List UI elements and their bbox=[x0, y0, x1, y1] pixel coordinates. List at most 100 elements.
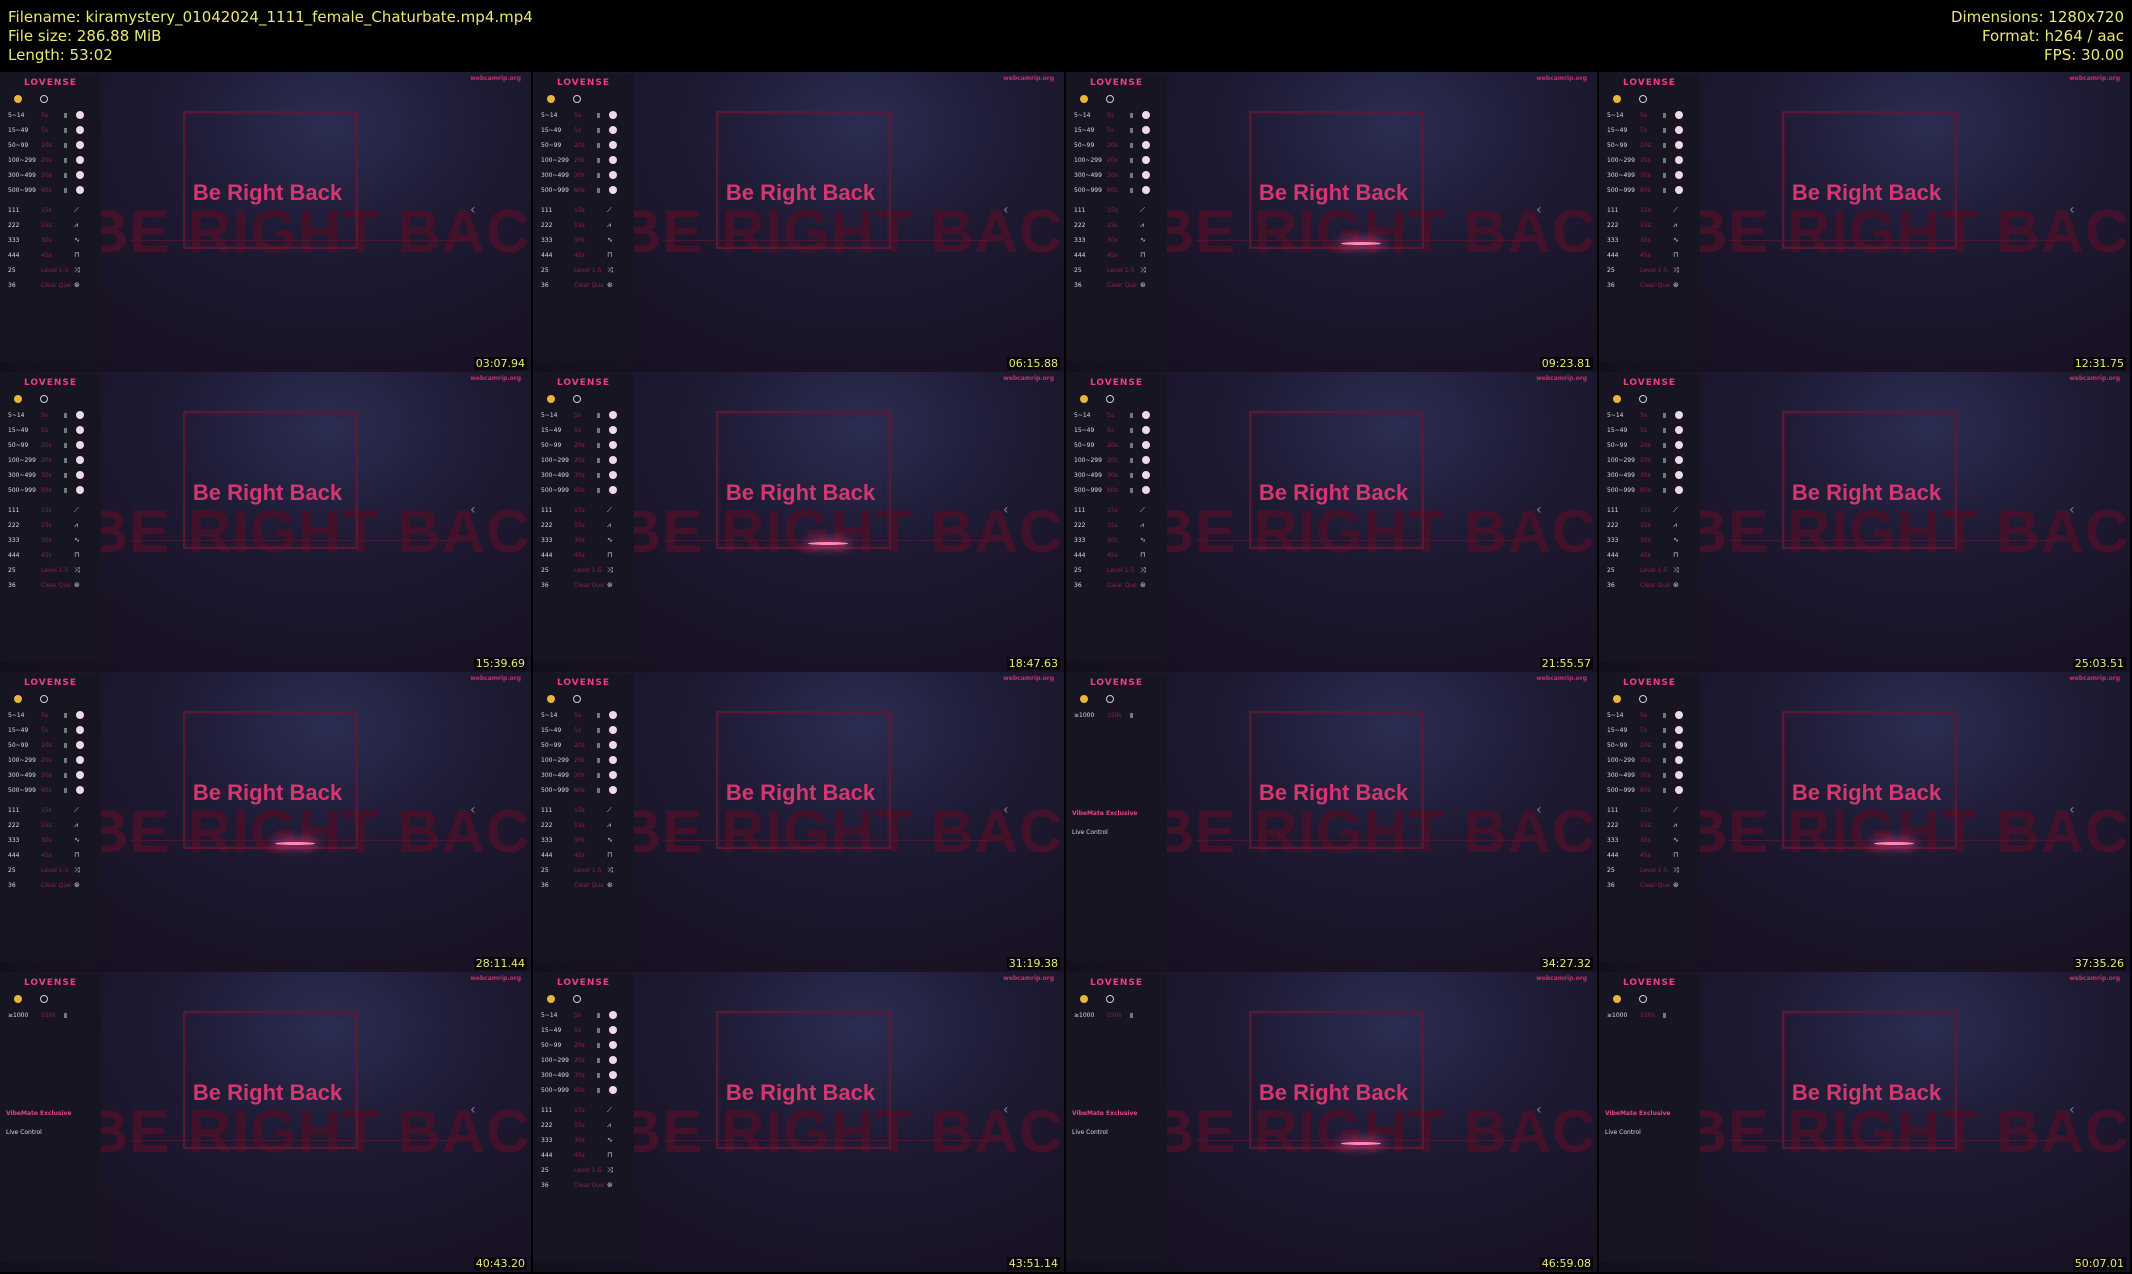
clock-icon[interactable] bbox=[573, 95, 581, 103]
thumbnail-cell[interactable]: BE RIGHT BACK Be Right Back webcamrip.org ‹… bbox=[533, 72, 1064, 372]
tip-duration: 5s bbox=[574, 127, 581, 134]
tip-level-row: 5~14 5s bbox=[1607, 409, 1692, 423]
clock-icon[interactable] bbox=[40, 95, 48, 103]
tip-duration: 20s bbox=[574, 742, 585, 749]
timestamp: 37:35.26 bbox=[2072, 957, 2126, 970]
clock-icon[interactable] bbox=[1639, 395, 1647, 403]
tip-level: 15~49 bbox=[541, 427, 562, 434]
coin-icon[interactable] bbox=[1080, 995, 1088, 1003]
coin-icon[interactable] bbox=[547, 695, 555, 703]
tip-duration: 60s bbox=[1640, 787, 1651, 794]
pattern-level: 222 bbox=[541, 522, 553, 529]
coin-icon[interactable] bbox=[14, 695, 22, 703]
coin-icon[interactable] bbox=[14, 95, 22, 103]
pattern-wave-icon: ⟋ bbox=[607, 1106, 612, 1114]
clock-icon[interactable] bbox=[573, 995, 581, 1003]
pattern-row: 444 45s ⊓ bbox=[1074, 249, 1159, 263]
thumbnail-cell[interactable]: BE RIGHT BACK Be Right Back webcamrip.org ‹… bbox=[1066, 672, 1597, 972]
brb-background-text: BE RIGHT BACK bbox=[1684, 798, 2130, 865]
timestamp: 21:55.57 bbox=[1539, 657, 1593, 670]
coin-icon[interactable] bbox=[547, 995, 555, 1003]
toy-dot-icon bbox=[1675, 726, 1683, 734]
thumbnail-cell[interactable]: BE RIGHT BACK Be Right Back webcamrip.org ‹… bbox=[1066, 972, 1597, 1272]
thumbnail-cell[interactable]: BE RIGHT BACK Be Right Back webcamrip.org ‹… bbox=[533, 372, 1064, 672]
pattern-wave-icon: ⟋ bbox=[74, 506, 79, 514]
pattern-level: 36 bbox=[8, 282, 16, 289]
live-control-button[interactable]: Live Control bbox=[1605, 1129, 1641, 1136]
strength-bar bbox=[597, 428, 600, 433]
thumbnail-cell[interactable]: BE RIGHT BACK Be Right Back webcamrip.org ‹… bbox=[0, 672, 531, 972]
coin-icon[interactable] bbox=[1080, 95, 1088, 103]
tip-duration: 60s bbox=[41, 787, 52, 794]
tip-level: 50~99 bbox=[541, 142, 562, 149]
thumbnail-cell[interactable]: BE RIGHT BACK Be Right Back webcamrip.org ‹… bbox=[1066, 72, 1597, 372]
coin-icon[interactable] bbox=[1613, 695, 1621, 703]
tip-duration: 5s bbox=[1640, 127, 1647, 134]
toy-dot-icon bbox=[1142, 171, 1150, 179]
pattern-duration: 15s bbox=[1107, 207, 1118, 214]
pattern-wave-icon: ⊓ bbox=[607, 1151, 613, 1159]
toy-dot-icon bbox=[76, 456, 84, 464]
thumbnail-cell[interactable]: BE RIGHT BACK Be Right Back webcamrip.org ‹… bbox=[1599, 972, 2130, 1272]
clock-icon[interactable] bbox=[1106, 695, 1114, 703]
clock-icon[interactable] bbox=[573, 695, 581, 703]
tip-level: 300~499 bbox=[8, 772, 36, 779]
coin-icon[interactable] bbox=[1613, 995, 1621, 1003]
coin-icon[interactable] bbox=[1080, 395, 1088, 403]
pattern-row: 444 45s ⊓ bbox=[541, 849, 626, 863]
thumbnail-cell[interactable]: BE RIGHT BACK Be Right Back webcamrip.org ‹… bbox=[0, 372, 531, 672]
lovense-logo: LOVENSE bbox=[556, 378, 611, 388]
coin-icon[interactable] bbox=[1080, 695, 1088, 703]
clock-icon[interactable] bbox=[40, 695, 48, 703]
tip-duration: 30s bbox=[574, 472, 585, 479]
pattern-level: 25 bbox=[1607, 867, 1615, 874]
pattern-duration: 45s bbox=[574, 252, 585, 259]
thumbnail-cell[interactable]: BE RIGHT BACK Be Right Back webcamrip.org ‹… bbox=[533, 672, 1064, 972]
thumbnail-cell[interactable]: BE RIGHT BACK Be Right Back webcamrip.org ‹… bbox=[1599, 72, 2130, 372]
thumbnail-cell[interactable]: BE RIGHT BACK Be Right Back webcamrip.org ‹… bbox=[1066, 372, 1597, 672]
toy-dot-icon bbox=[609, 156, 617, 164]
coin-icon[interactable] bbox=[547, 395, 555, 403]
timestamp: 34:27.32 bbox=[1539, 957, 1593, 970]
brb-frame bbox=[1249, 111, 1424, 249]
coin-icon[interactable] bbox=[1613, 395, 1621, 403]
thumbnail-cell[interactable]: BE RIGHT BACK Be Right Back webcamrip.org ‹… bbox=[533, 972, 1064, 1272]
toy-dot-icon bbox=[1142, 456, 1150, 464]
clock-icon[interactable] bbox=[1106, 995, 1114, 1003]
brb-title: Be Right Back bbox=[1791, 480, 1942, 505]
live-control-button[interactable]: Live Control bbox=[6, 1129, 42, 1136]
tip-level: 500~999 bbox=[8, 787, 36, 794]
clock-icon[interactable] bbox=[1639, 695, 1647, 703]
clock-icon[interactable] bbox=[1639, 995, 1647, 1003]
tip-level-row: 100~299 20s bbox=[8, 154, 93, 168]
strength-bar bbox=[64, 128, 67, 133]
clock-icon[interactable] bbox=[573, 395, 581, 403]
live-control-button[interactable]: Live Control bbox=[1072, 1129, 1108, 1136]
clock-icon[interactable] bbox=[40, 395, 48, 403]
coin-icon[interactable] bbox=[1613, 95, 1621, 103]
clock-icon[interactable] bbox=[40, 995, 48, 1003]
tip-duration: 5s bbox=[1640, 427, 1647, 434]
site-watermark: webcamrip.org bbox=[470, 975, 521, 982]
thumbnail-cell[interactable]: BE RIGHT BACK Be Right Back webcamrip.org ‹… bbox=[1599, 672, 2130, 972]
brb-title: Be Right Back bbox=[192, 480, 343, 505]
coin-icon[interactable] bbox=[547, 95, 555, 103]
pattern-duration: 15s bbox=[41, 222, 52, 229]
live-control-button[interactable]: Live Control bbox=[1072, 829, 1108, 836]
thumbnail-cell[interactable]: BE RIGHT BACK Be Right Back webcamrip.org ‹… bbox=[0, 972, 531, 1272]
thumbnail-cell[interactable]: BE RIGHT BACK Be Right Back webcamrip.org ‹… bbox=[1599, 372, 2130, 672]
pattern-level: 25 bbox=[1074, 567, 1082, 574]
pattern-row: 222 15s ⩘ bbox=[1074, 219, 1159, 233]
clock-icon[interactable] bbox=[1106, 395, 1114, 403]
lovense-panel: LOVENSE 5~14 5s 15~49 5s 50~99 20s 100~299 20s 30… bbox=[1066, 374, 1167, 661]
clock-icon[interactable] bbox=[1106, 95, 1114, 103]
tip-duration: 60s bbox=[574, 487, 585, 494]
pattern-duration: 15s bbox=[574, 207, 585, 214]
coin-icon[interactable] bbox=[14, 395, 22, 403]
tip-level-row: 5~14 5s bbox=[541, 709, 626, 723]
toy-dot-icon bbox=[1675, 471, 1683, 479]
clock-icon[interactable] bbox=[1639, 95, 1647, 103]
lovense-logo: LOVENSE bbox=[556, 78, 611, 88]
coin-icon[interactable] bbox=[14, 995, 22, 1003]
thumbnail-cell[interactable]: BE RIGHT BACK Be Right Back webcamrip.org ‹… bbox=[0, 72, 531, 372]
